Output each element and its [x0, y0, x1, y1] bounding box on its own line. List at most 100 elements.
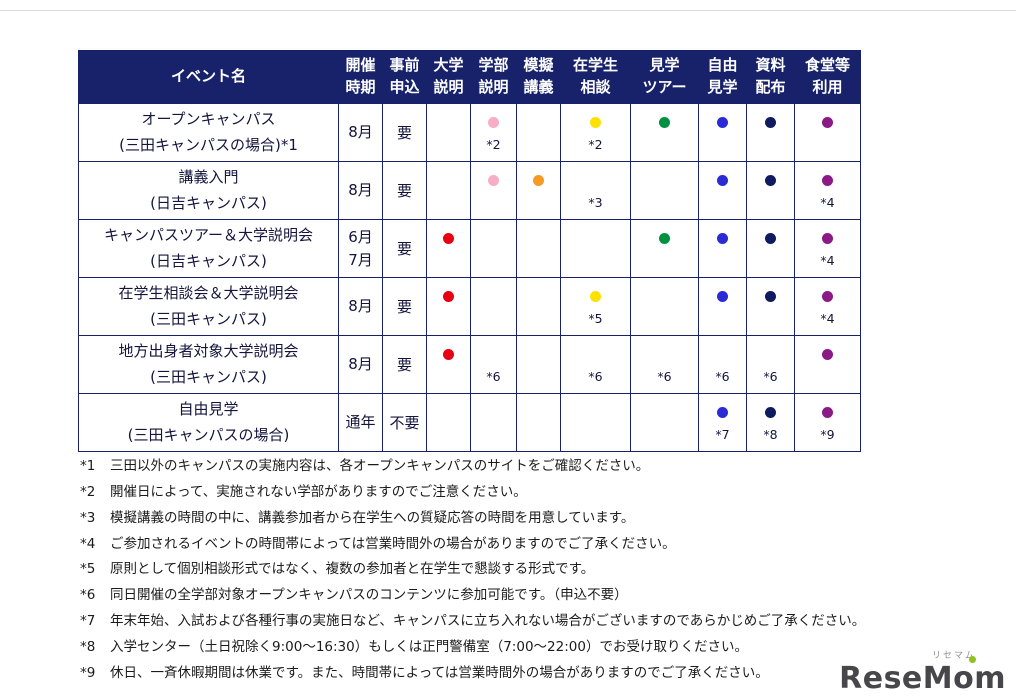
footnote: *2 開催日によって、実施されない学部がありますのでご注意ください。 — [80, 483, 1010, 500]
purple-dot — [822, 291, 833, 302]
feature-cell-material — [746, 219, 795, 278]
footnote-text: 休日、一斉休暇期間は休業です。また、時間帯によっては営業時間外の場合がありますの… — [110, 664, 769, 681]
feature-cell-faculty — [470, 393, 517, 452]
event-name-cell: 講義入門 (日吉キャンパス) — [78, 161, 339, 220]
col-header-univ: 大学 説明 — [426, 50, 471, 104]
footnote-marker: *8 — [80, 638, 96, 655]
feature-cell-cafeteria: *4 — [794, 277, 861, 336]
period-cell: 8月 — [338, 277, 383, 336]
feature-cell-mock — [516, 219, 561, 278]
purple-dot — [822, 349, 833, 360]
feature-cell-material — [746, 277, 795, 336]
col-header-period: 開催 時期 — [338, 50, 383, 104]
red-dot — [443, 233, 454, 244]
feature-cell-consult: *2 — [560, 103, 631, 162]
feature-cell-consult — [560, 393, 631, 452]
feature-cell-material — [746, 103, 795, 162]
table-row: 講義入門 (日吉キャンパス) 8月要 *3 *4 — [78, 161, 861, 220]
period-cell: 8月 — [338, 103, 383, 162]
apply-cell: 要 — [382, 277, 427, 336]
feature-cell-material — [746, 161, 795, 220]
feature-cell-mock — [516, 161, 561, 220]
navy-dot — [765, 175, 776, 186]
feature-cell-cafeteria — [794, 335, 861, 394]
footnote-ref: *6 — [657, 368, 672, 384]
green-dot — [659, 233, 670, 244]
feature-cell-cafeteria: *4 — [794, 219, 861, 278]
col-header-consult: 在学生 相談 — [560, 50, 631, 104]
event-name-cell: キャンパスツアー＆大学説明会 (日吉キャンパス) — [78, 219, 339, 278]
feature-cell-mock — [516, 393, 561, 452]
feature-cell-consult: *3 — [560, 161, 631, 220]
feature-cell-univ — [426, 103, 471, 162]
feature-cell-tour — [630, 103, 699, 162]
period-cell: 通年 — [338, 393, 383, 452]
resemom-kana-label: リセマム — [931, 651, 976, 661]
feature-cell-free — [698, 219, 747, 278]
footnote: *1 三田以外のキャンパスの実施内容は、各オープンキャンパスのサイトをご確認くださ… — [80, 459, 1010, 474]
footnotes: *1 三田以外のキャンパスの実施内容は、各オープンキャンパスのサイトをご確認くださ… — [80, 459, 1010, 692]
feature-cell-mock — [516, 103, 561, 162]
footnote-ref: *6 — [486, 368, 501, 384]
period-cell: 6月 7月 — [338, 219, 383, 278]
feature-cell-cafeteria: *4 — [794, 161, 861, 220]
feature-cell-tour — [630, 161, 699, 220]
resemom-accent-dot — [969, 656, 976, 663]
apply-cell: 要 — [382, 219, 427, 278]
footnote-text: 年末年始、入試および各種行事の実施日など、キャンパスに立ち入れない場合がございま… — [110, 613, 866, 630]
feature-cell-cafeteria — [794, 103, 861, 162]
footnote-text: 同日開催の全学部対象オープンキャンパスのコンテンツに参加可能です。（申込不要） — [110, 587, 628, 604]
purple-dot — [822, 407, 833, 418]
footnote-ref: *6 — [588, 368, 603, 384]
footnote-ref: *2 — [486, 136, 501, 152]
blue-dot — [717, 117, 728, 128]
footnote-ref: *6 — [763, 368, 778, 384]
feature-cell-tour — [630, 393, 699, 452]
footnote: *3 模擬講義の時間の中に、講義参加者から在学生への質疑応答の時間を用意しています… — [80, 509, 1010, 526]
footnote-text: 模擬講義の時間の中に、講義参加者から在学生への質疑応答の時間を用意しています。 — [110, 509, 635, 526]
footnote-marker: *7 — [80, 613, 96, 630]
footnote-ref: *8 — [763, 426, 778, 442]
table-row: 在学生相談会＆大学説明会 (三田キャンパス) 8月要 *5 *4 — [78, 277, 861, 336]
footnote: *6 同日開催の全学部対象オープンキャンパスのコンテンツに参加可能です。（申込不要… — [80, 588, 1010, 603]
feature-cell-univ — [426, 335, 471, 394]
col-header-mock: 模擬 講義 — [516, 50, 561, 104]
footnote-ref: *5 — [588, 310, 603, 326]
event-name-cell: 地方出身者対象大学説明会 (三田キャンパス) — [78, 335, 339, 394]
blue-dot — [717, 175, 728, 186]
footnote-marker: *1 — [80, 458, 96, 474]
col-header-material: 資料 配布 — [746, 50, 795, 104]
header-row: イベント名 開催 時期 事前 申込 大学 説明 学部 説明 模擬 講義 在学生 相談 見学 ツアー 自由 見学資… — [78, 50, 861, 104]
blue-dot — [717, 407, 728, 418]
feature-cell-tour — [630, 219, 699, 278]
feature-cell-univ — [426, 277, 471, 336]
footnote-ref: *2 — [588, 136, 603, 152]
feature-cell-faculty — [470, 277, 517, 336]
event-name-cell: 在学生相談会＆大学説明会 (三田キャンパス) — [78, 277, 339, 336]
footnote: *5 原則として個別相談形式ではなく、複数の参加者と在学生で懇談する形式です。 — [80, 562, 1010, 577]
footnote-marker: *2 — [80, 483, 96, 500]
event-name-cell: 自由見学 (三田キャンパスの場合) — [78, 393, 339, 452]
period-cell: 8月 — [338, 335, 383, 394]
resemom-wordmark: ReseMom — [839, 661, 1006, 696]
pink-dot — [488, 175, 499, 186]
feature-cell-faculty: *2 — [470, 103, 517, 162]
navy-dot — [765, 407, 776, 418]
feature-cell-mock — [516, 335, 561, 394]
footnote-marker: *5 — [80, 561, 96, 578]
blue-dot — [717, 233, 728, 244]
table-row: 自由見学 (三田キャンパスの場合) 通年 不要 *7 *8 *9 — [78, 393, 861, 452]
apply-cell: 要 — [382, 335, 427, 394]
period-cell: 8月 — [338, 161, 383, 220]
footnote-ref: *4 — [820, 194, 835, 210]
navy-dot — [765, 233, 776, 244]
resemom-logo: リセマム ReseMom — [839, 648, 1006, 694]
col-header-free: 自由 見学 — [698, 50, 747, 104]
feature-cell-free: *7 — [698, 393, 747, 452]
event-table: イベント名 開催 時期 事前 申込 大学 説明 学部 説明 模擬 講義 在学生 相談 見学 ツアー 自由 見学資… — [78, 50, 861, 452]
footnote: *8 入学センター（土日祝除く9:00～16:30）もしくは正門警備室（7:00～… — [80, 640, 1010, 655]
feature-cell-univ — [426, 219, 471, 278]
footnote-ref: *3 — [588, 194, 603, 210]
top-divider — [0, 10, 1016, 11]
footnote-marker: *9 — [80, 664, 96, 681]
